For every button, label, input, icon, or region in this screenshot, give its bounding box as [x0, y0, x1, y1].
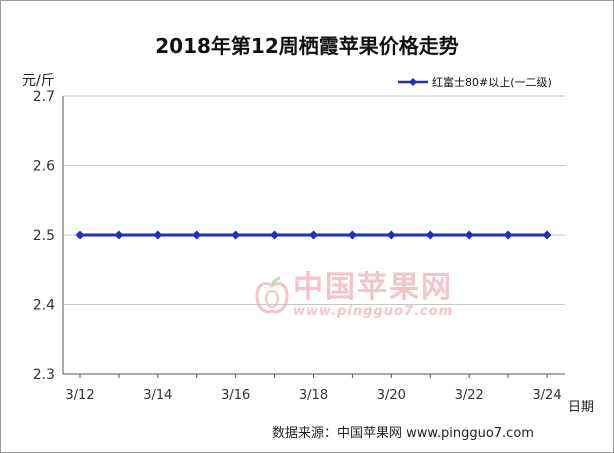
x-tick-label: 3/18	[299, 388, 328, 403]
data-point	[114, 230, 124, 240]
legend-swatch	[398, 78, 428, 86]
data-point	[386, 230, 396, 240]
data-point	[464, 230, 474, 240]
watermark-url: www.pingguo7.com	[293, 304, 454, 319]
data-point	[192, 230, 202, 240]
data-point	[75, 230, 85, 240]
y-tick-label: 2.6	[33, 159, 55, 175]
y-tick-label: 2.4	[33, 298, 55, 314]
data-point	[231, 230, 241, 240]
x-tick-label: 3/20	[377, 388, 406, 403]
y-tick-label: 2.5	[33, 228, 55, 244]
watermark-name: 中国苹果网	[293, 270, 453, 305]
data-point	[270, 230, 280, 240]
y-tick-label: 2.3	[33, 367, 55, 383]
legend: 红富士80#以上(一二级)	[398, 74, 552, 90]
x-axis-label: 日期	[568, 400, 595, 415]
x-tick-label: 3/22	[455, 388, 484, 403]
x-tick-label: 3/16	[221, 388, 250, 403]
x-tick-label: 3/24	[532, 388, 561, 403]
x-tick-label: 3/12	[65, 388, 94, 403]
y-axis-label: 元/斤	[22, 73, 55, 89]
source-note: 数据来源：中国苹果网 www.pingguo7.com	[272, 426, 534, 441]
data-point	[425, 230, 435, 240]
data-point	[347, 230, 357, 240]
data-point	[542, 230, 552, 240]
chart-title: 2018年第12周栖霞苹果价格走势	[155, 34, 459, 58]
data-point	[503, 230, 513, 240]
apple-logo-icon	[255, 276, 289, 313]
legend-label: 红富士80#以上(一二级)	[432, 76, 552, 89]
watermark: 中国苹果网 www.pingguo7.com	[255, 272, 453, 319]
x-tick-label: 3/14	[143, 388, 172, 403]
data-point	[153, 230, 163, 240]
data-point	[309, 230, 318, 240]
y-tick-label: 2.7	[33, 89, 55, 105]
